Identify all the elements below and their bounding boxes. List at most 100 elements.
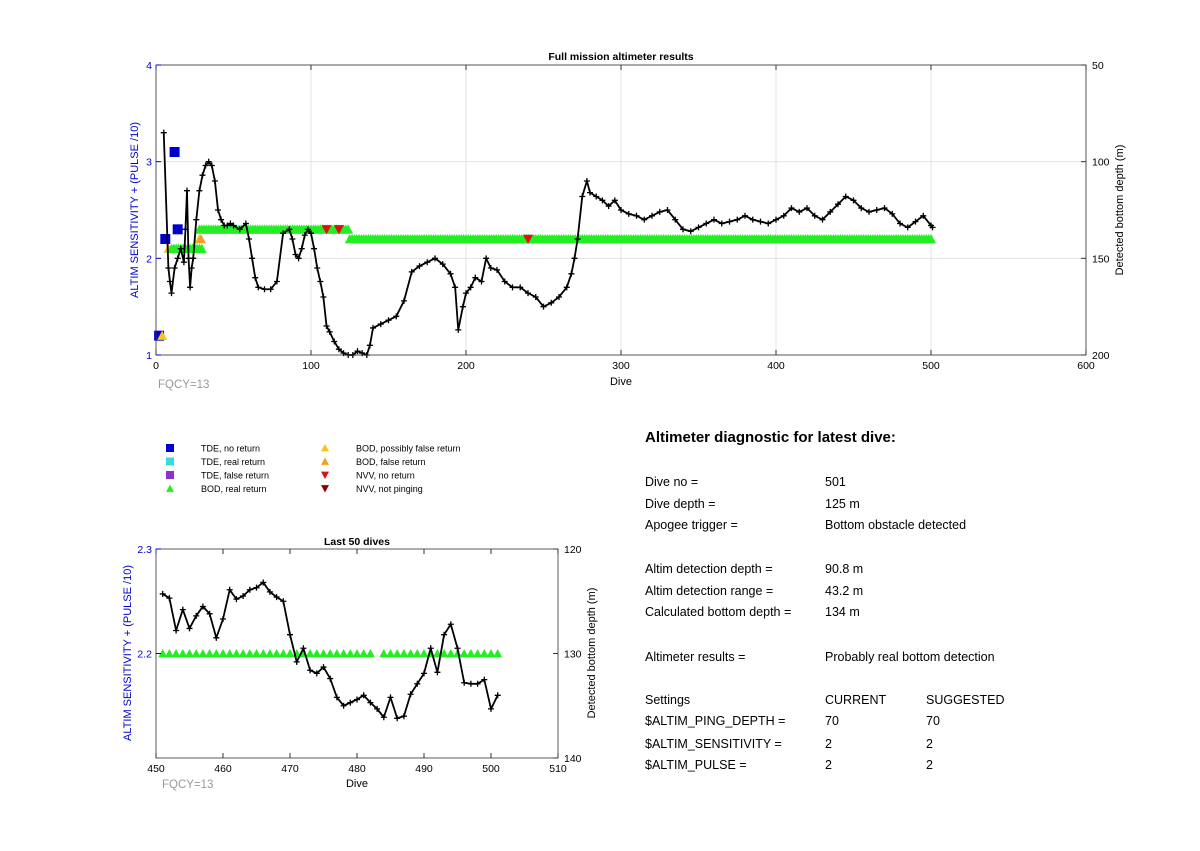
point-bod-possibly-false-return: [157, 330, 168, 340]
y-tick-label: 3: [146, 157, 152, 169]
legend-marker: [321, 485, 329, 493]
depth-point: [220, 616, 226, 623]
depth-point: [292, 251, 299, 258]
depth-point: [742, 212, 748, 219]
x-tick-label: 510: [549, 763, 567, 775]
depth-point: [439, 261, 446, 268]
depth-point: [780, 212, 787, 219]
top-axes: 0 100 200 300 400 500 600 1 2 3 4 50 100 150 200: [146, 60, 1110, 372]
depth-point: [301, 232, 308, 239]
depth-point: [416, 263, 423, 270]
depth-point: [226, 586, 233, 593]
depth-point: [472, 274, 479, 281]
depth-point: [447, 270, 454, 277]
x-tick-label: 500: [482, 763, 500, 775]
depth-point: [393, 313, 400, 320]
depth-point: [188, 265, 195, 271]
depth-point: [487, 265, 494, 271]
depth-point: [819, 216, 826, 223]
bot-chart-title: Last 50 dives: [324, 536, 390, 548]
point-bod-real-return: [479, 649, 489, 658]
point-bod-real-return: [392, 649, 402, 658]
depth-point: [695, 224, 702, 231]
point-bod-real-return: [231, 649, 241, 658]
settings-header-current: CURRENT: [825, 693, 887, 707]
depth-point: [307, 667, 314, 674]
legend-marker: [321, 471, 329, 479]
depth-point: [168, 290, 175, 297]
depth-point: [289, 236, 296, 242]
depth-point: [421, 670, 427, 677]
depth-point: [625, 210, 632, 217]
point-bod-real-return: [245, 649, 255, 658]
depth-point: [525, 290, 531, 297]
depth-point: [540, 303, 547, 310]
depth-point: [295, 255, 302, 262]
depth-point: [199, 603, 206, 610]
depth-point: [501, 278, 508, 285]
right-y-tick-label: 200: [1092, 350, 1110, 362]
x-tick-label: 490: [415, 763, 433, 775]
depth-point: [434, 669, 441, 676]
x-tick-label: 450: [147, 763, 165, 775]
depth-point: [370, 324, 376, 331]
depth-point: [385, 317, 392, 324]
point-bod-real-return: [258, 649, 268, 658]
depth-point: [474, 680, 481, 687]
point-bod-real-return: [196, 243, 207, 253]
legend-label: TDE, real return: [201, 457, 265, 467]
x-tick-label: 500: [922, 360, 940, 372]
depth-point: [858, 205, 865, 212]
diag-value: 90.8 m: [825, 562, 864, 576]
depth-point: [432, 255, 438, 262]
depth-point: [240, 593, 247, 600]
setting-label: $ALTIM_PULSE =: [645, 758, 747, 772]
depth-point: [287, 631, 293, 638]
depth-point: [509, 284, 516, 291]
depth-point: [463, 290, 469, 297]
depth-point: [574, 236, 581, 242]
x-tick-label: 100: [302, 360, 320, 372]
depth-point: [280, 598, 287, 605]
y-tick-label: 2.3: [137, 544, 152, 556]
depth-point: [242, 220, 249, 227]
depth-point: [454, 645, 461, 652]
depth-point: [452, 284, 459, 291]
depth-point: [160, 129, 167, 136]
point-nvv-no-return: [321, 225, 332, 235]
point-bod-real-return: [158, 649, 168, 658]
depth-point: [177, 245, 184, 252]
diag-label: Dive no =: [645, 475, 699, 489]
depth-point: [568, 270, 575, 277]
legend-marker: [166, 457, 174, 466]
legend-label: BOD, real return: [201, 484, 267, 494]
depth-point: [218, 216, 225, 223]
point-bod-real-return: [359, 649, 369, 658]
depth-point: [850, 197, 857, 204]
depth-point: [611, 197, 618, 204]
depth-point: [249, 255, 256, 262]
depth-point: [313, 670, 320, 677]
depth-point: [166, 595, 173, 602]
diag-label: Altimeter results =: [645, 650, 746, 664]
diagnostic-title: Altimeter diagnostic for latest dive:: [645, 429, 896, 446]
point-bod-real-return: [185, 649, 194, 658]
depth-point: [298, 245, 305, 252]
depth-point: [340, 702, 347, 709]
legend-marker: [166, 484, 174, 492]
point-bod-real-return: [406, 649, 416, 658]
point-bod-real-return: [926, 234, 936, 244]
depth-point: [308, 230, 314, 237]
diag-value: 43.2 m: [825, 584, 864, 598]
point-nvv-no-return: [523, 234, 533, 244]
point-bod-real-return: [419, 649, 429, 658]
y-tick-label: 1: [146, 350, 152, 362]
depth-point: [605, 203, 612, 210]
depth-point: [267, 286, 274, 293]
depth-point: [314, 265, 321, 271]
depth-point: [246, 236, 252, 242]
series-bod-real-return: [158, 649, 503, 658]
depth-point: [173, 627, 180, 634]
depth-point: [579, 193, 586, 200]
y-tick-label: 4: [146, 60, 152, 72]
